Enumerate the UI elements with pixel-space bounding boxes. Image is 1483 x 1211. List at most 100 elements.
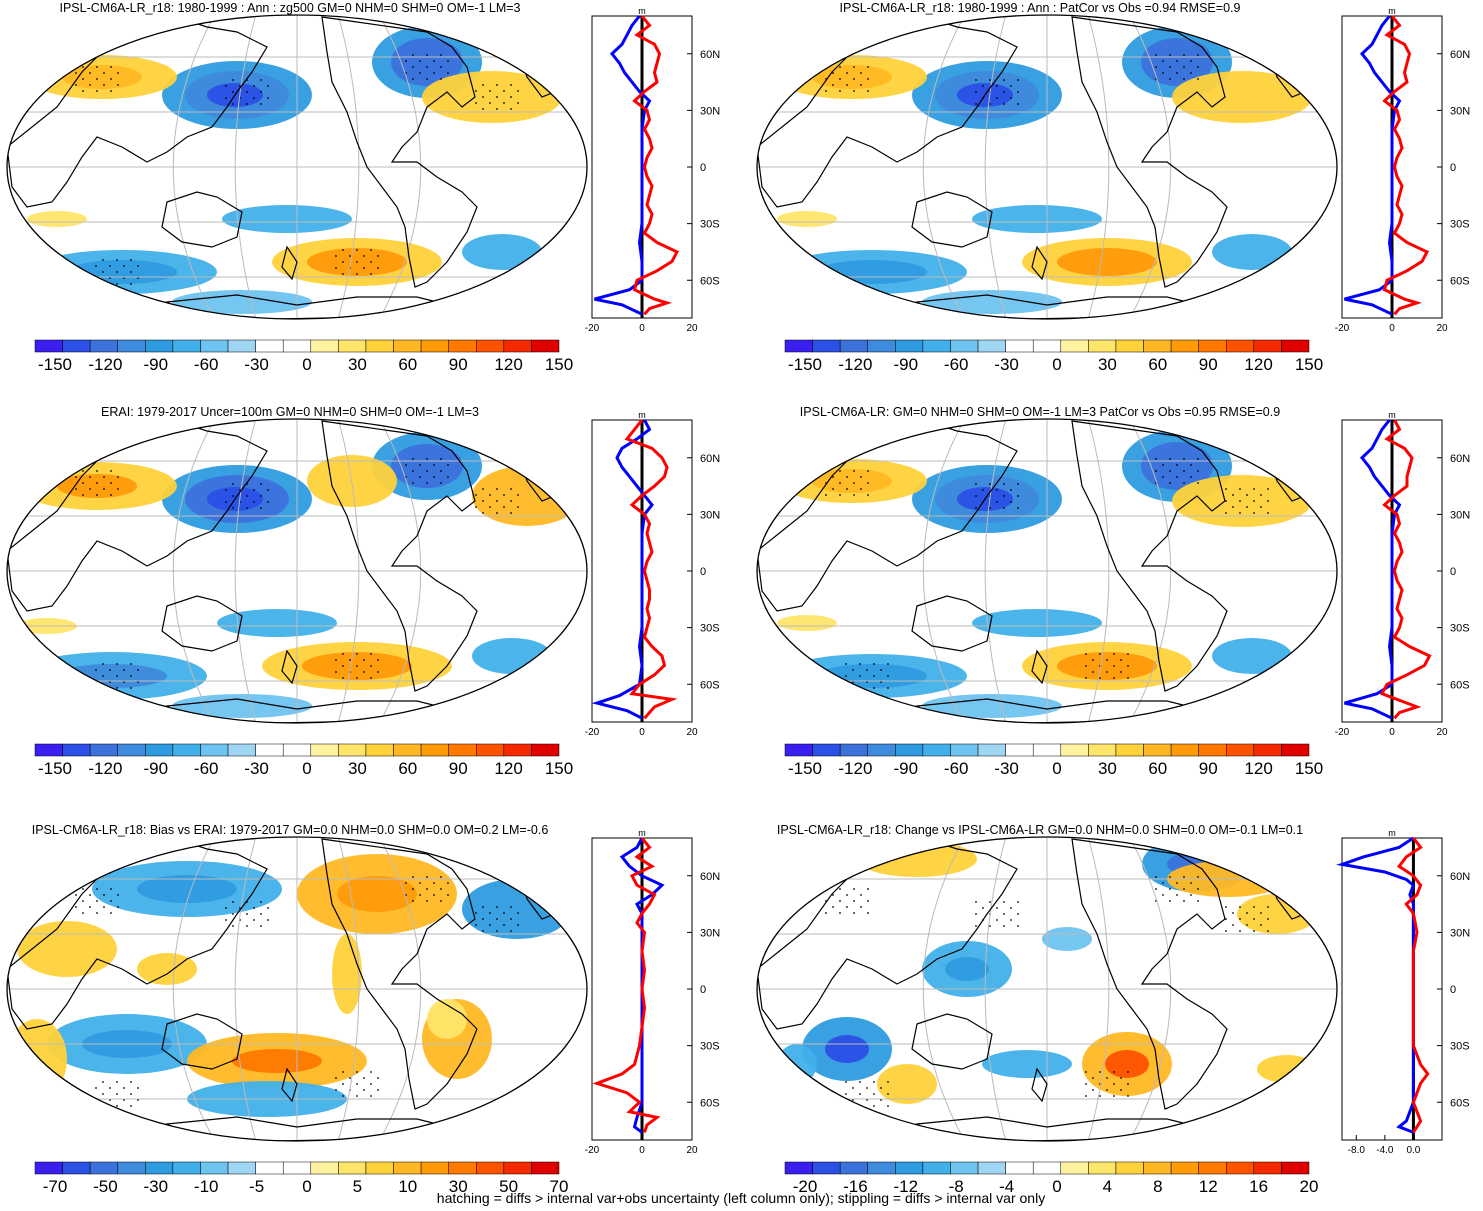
- colorbar-swatch: [867, 1161, 896, 1175]
- zonal-y-tick: 60S: [700, 1097, 720, 1109]
- stipple-dot: [1176, 476, 1178, 478]
- stipple-dot: [1253, 500, 1255, 502]
- stipple-dot: [1225, 918, 1227, 920]
- colorbar-tick-label: 16: [1249, 1177, 1268, 1196]
- zonal-y-tick: 30N: [1450, 509, 1470, 521]
- longitude-line: [379, 15, 422, 319]
- zonal-x-tick: -4.0: [1376, 1145, 1394, 1156]
- stipple-dot: [363, 659, 365, 661]
- colorbar-swatch: [812, 743, 841, 757]
- colorbar-tick-label: 90: [449, 355, 468, 374]
- stipple-dot: [232, 495, 234, 497]
- stipple-dot: [1169, 54, 1171, 56]
- stipple-dot: [1232, 924, 1234, 926]
- stipple-dot: [1162, 476, 1164, 478]
- zonal-x-tick: -20: [585, 727, 600, 738]
- stipple-dot: [75, 72, 77, 74]
- stipple-dot: [110, 78, 112, 80]
- stipple-dot: [1267, 512, 1269, 514]
- stipple-dot: [873, 663, 875, 665]
- stipple-dot: [440, 458, 442, 460]
- stipple-dot: [1183, 888, 1185, 890]
- colorbar-tick-label: 150: [545, 355, 573, 374]
- stipple-dot: [260, 925, 262, 927]
- stipple-dot: [110, 482, 112, 484]
- colorbar-tick-label: 120: [494, 355, 522, 374]
- stipple-dot: [975, 79, 977, 81]
- stipple-dot: [859, 1093, 861, 1095]
- colorbar-tick-label: 8: [1153, 1177, 1162, 1196]
- stipple-dot: [859, 663, 861, 665]
- colorbar-tick-label: -5: [249, 1177, 264, 1196]
- stipple-dot: [232, 91, 234, 93]
- stipple-dot: [1239, 488, 1241, 490]
- stipple-dot: [1176, 60, 1178, 62]
- map-field: [757, 419, 1337, 723]
- stipple-dot: [880, 1099, 882, 1101]
- stipple-dot: [363, 1089, 365, 1091]
- stipple-dot: [103, 72, 105, 74]
- stipple-dot: [82, 470, 84, 472]
- stipple-dot: [852, 669, 854, 671]
- stipple-dot: [82, 90, 84, 92]
- colorbar-swatch: [1032, 743, 1062, 757]
- colorbar-tick-label: 120: [1244, 759, 1272, 778]
- stipple-dot: [839, 494, 841, 496]
- stipple-dot: [363, 1077, 365, 1079]
- stipple-dot: [860, 488, 862, 490]
- contour-region: [877, 1064, 937, 1104]
- stipple-dot: [130, 663, 132, 665]
- stipple-dot: [887, 663, 889, 665]
- stipple-dot: [475, 102, 477, 104]
- stipple-dot: [82, 78, 84, 80]
- stipple-dot: [440, 54, 442, 56]
- colorbar-swatch: [1143, 339, 1172, 353]
- stipple-dot: [102, 271, 104, 273]
- colorbar-swatch: [393, 339, 422, 353]
- zonal-mean-plot: m -20 0 20 60N 30N 0 30S 60S: [1335, 6, 1470, 334]
- stipple-dot: [82, 888, 84, 890]
- colorbar-swatch: [1032, 1161, 1062, 1175]
- stipple-dot: [370, 261, 372, 263]
- stipple-dot: [975, 103, 977, 105]
- stipple-dot: [996, 907, 998, 909]
- stipple-dot: [109, 1087, 111, 1089]
- stipple-dot: [1155, 54, 1157, 56]
- stipple-dot: [109, 669, 111, 671]
- stipple-dot: [426, 900, 428, 902]
- colorbar-swatch: [1088, 339, 1117, 353]
- stipple-dot: [103, 84, 105, 86]
- colorbar-swatch: [310, 743, 339, 757]
- coastline: [321, 16, 478, 288]
- zonal-y-tick: 0: [1450, 162, 1456, 174]
- colorbar: -150 -120 -90 -60 -30 0 30 60 90 120 150: [34, 339, 573, 374]
- zonal-y-tick: 30N: [700, 105, 720, 117]
- stipple-dot: [96, 912, 98, 914]
- colorbar-swatch: [255, 339, 284, 353]
- stipple-dot: [96, 888, 98, 890]
- longitude-line: [1087, 15, 1110, 319]
- stipple-dot: [363, 267, 365, 269]
- stipple-dot: [989, 925, 991, 927]
- stipple-dot: [419, 464, 421, 466]
- stipple-dot: [110, 470, 112, 472]
- stipple-dot: [475, 506, 477, 508]
- stipple-dot: [96, 470, 98, 472]
- stipple-dot: [1092, 659, 1094, 661]
- stipple-dot: [845, 1105, 847, 1107]
- stipple-dot: [859, 675, 861, 677]
- graticule: [757, 419, 1337, 723]
- stipple-dot: [867, 90, 869, 92]
- stipple-dot: [1113, 1095, 1115, 1097]
- colorbar-swatch: [393, 743, 422, 757]
- stipple-dot: [102, 283, 104, 285]
- stipple-dot: [825, 90, 827, 92]
- stipple-dot: [866, 669, 868, 671]
- stipple-dot: [96, 900, 98, 902]
- zonal-y-tick: 30N: [700, 927, 720, 939]
- stipple-dot: [426, 66, 428, 68]
- colorbar-swatch: [227, 1161, 256, 1175]
- stipple-dot: [1010, 907, 1012, 909]
- stipple-dot: [1127, 665, 1129, 667]
- stipple-dot: [866, 1099, 868, 1101]
